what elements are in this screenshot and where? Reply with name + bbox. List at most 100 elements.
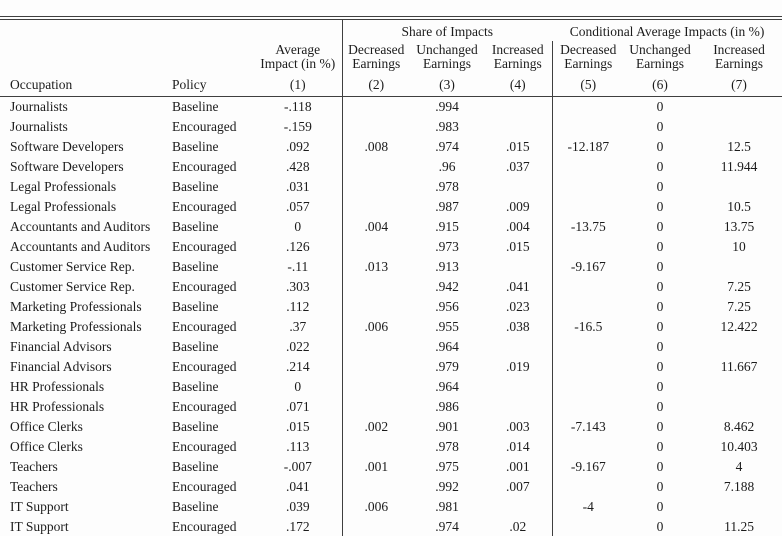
cell-cond-unchanged: 0 <box>656 279 664 294</box>
col-header-line: Earnings <box>636 56 685 71</box>
cell-share-decreased <box>341 337 411 357</box>
cell-cond-unchanged: 0 <box>656 239 664 254</box>
col-header-share-decreased-earnings: Decreased Earnings <box>341 41 411 72</box>
cell-share-increased <box>484 117 552 137</box>
cell-cond-decreased <box>551 197 625 217</box>
col-number-7: (7) <box>696 72 782 97</box>
cell-cond-unchanged: 0 <box>656 99 664 114</box>
cell-cond-unchanged: 0 <box>656 439 664 454</box>
sub-header-row: Average Impact (in %) Decreased Earnings U… <box>0 41 782 72</box>
cell-policy: Encouraged <box>172 359 237 374</box>
cell-share-increased: .038 <box>505 319 530 334</box>
col-number-4: (4) <box>484 72 553 97</box>
cell-policy: Encouraged <box>172 319 237 334</box>
cell-cond-decreased <box>551 357 625 377</box>
cell-share-decreased: .006 <box>341 317 411 337</box>
cell-share-unchanged: .994 <box>435 99 459 114</box>
cell-share-increased: .004 <box>505 219 530 234</box>
col-header-line: Impact (in %) <box>260 56 336 71</box>
cell-avg-impact: -.118 <box>283 99 312 114</box>
table-row: Legal Professionals Encouraged .057 .987 .00… <box>0 197 782 217</box>
cell-share-increased <box>484 377 552 397</box>
cell-avg-impact: -.11 <box>287 259 309 274</box>
cell-cond-decreased <box>551 517 625 536</box>
cell-avg-impact: .057 <box>285 199 310 214</box>
cell-occupation: Teachers <box>10 479 58 494</box>
cell-share-unchanged: .978 <box>435 179 459 194</box>
cell-cond-decreased <box>551 117 625 137</box>
sub-header-spacer <box>0 41 162 72</box>
cell-cond-unchanged: 0 <box>656 179 664 194</box>
col-header-average-impact: Average Impact (in %) <box>254 41 342 72</box>
cell-occupation: Customer Service Rep. <box>10 259 135 274</box>
cell-cond-increased <box>696 257 782 277</box>
cell-avg-impact: .071 <box>285 399 310 414</box>
cell-cond-increased <box>696 177 782 197</box>
cell-cond-unchanged: 0 <box>656 319 664 334</box>
cell-cond-unchanged: 0 <box>656 459 664 474</box>
cell-cond-unchanged: 0 <box>656 359 664 374</box>
cell-cond-increased: 4 <box>735 459 743 474</box>
cell-cond-unchanged: 0 <box>656 159 664 174</box>
cell-avg-impact: 0 <box>294 219 302 234</box>
cell-share-decreased <box>341 357 411 377</box>
cell-share-unchanged: .974 <box>435 139 459 154</box>
cell-share-decreased <box>341 96 411 117</box>
cell-occupation: Marketing Professionals <box>10 319 142 334</box>
col-header-cond-decreased-earnings: Decreased Earnings <box>551 41 625 72</box>
cell-share-unchanged: .986 <box>435 399 459 414</box>
column-number-row: Occupation Policy (1) (2) (3) (4) (5) (6… <box>0 72 782 97</box>
cell-share-unchanged: .987 <box>435 199 459 214</box>
cell-policy: Encouraged <box>172 199 237 214</box>
col-header-cond-unchanged-earnings: Unchanged Earnings <box>624 41 696 72</box>
cell-avg-impact: .428 <box>285 159 310 174</box>
cell-cond-increased <box>696 337 782 357</box>
cell-share-unchanged: .942 <box>435 279 459 294</box>
table-row: Marketing Professionals Encouraged .37 .006… <box>0 317 782 337</box>
table-row: Customer Service Rep. Baseline -.11 .013 .91… <box>0 257 782 277</box>
cell-avg-impact: .092 <box>285 139 310 154</box>
col-number-5: (5) <box>551 72 625 97</box>
cell-share-unchanged: .956 <box>435 299 459 314</box>
cell-occupation: Office Clerks <box>10 439 83 454</box>
cell-cond-increased <box>696 497 782 517</box>
cell-share-increased: .014 <box>505 439 530 454</box>
cell-cond-decreased <box>551 157 625 177</box>
cell-policy: Encouraged <box>172 399 237 414</box>
cell-share-decreased: .001 <box>341 457 411 477</box>
col-header-line: Earnings <box>564 56 613 71</box>
cell-cond-decreased <box>551 477 625 497</box>
cell-policy: Encouraged <box>172 479 237 494</box>
table-row: IT Support Baseline .039 .006 .981 -4 0 <box>0 497 782 517</box>
cell-share-increased: .015 <box>505 239 530 254</box>
cell-share-increased: .019 <box>505 359 530 374</box>
cell-cond-unchanged: 0 <box>656 419 664 434</box>
cell-share-unchanged: .978 <box>435 439 459 454</box>
cell-occupation: IT Support <box>10 519 69 534</box>
cell-cond-decreased <box>551 397 625 417</box>
cell-occupation: Marketing Professionals <box>10 299 142 314</box>
col-header-line: Unchanged <box>416 42 478 57</box>
cell-policy: Baseline <box>172 499 219 514</box>
cell-occupation: Office Clerks <box>10 419 83 434</box>
cell-cond-decreased <box>551 337 625 357</box>
cell-cond-unchanged: 0 <box>656 479 664 494</box>
cell-share-increased <box>484 177 552 197</box>
cell-share-decreased <box>341 117 411 137</box>
cell-avg-impact: .015 <box>285 419 310 434</box>
table-row: Office Clerks Baseline .015 .002 .901 .003 -7.… <box>0 417 782 437</box>
cell-share-increased: .023 <box>505 299 530 314</box>
cell-occupation: HR Professionals <box>10 399 105 414</box>
cell-cond-increased: 10.403 <box>720 439 758 454</box>
cell-policy: Encouraged <box>172 519 237 534</box>
cell-occupation: IT Support <box>10 499 69 514</box>
table-row: Software Developers Encouraged .428 .96 .037… <box>0 157 782 177</box>
cell-share-decreased: .008 <box>341 137 411 157</box>
cell-avg-impact: .031 <box>285 179 310 194</box>
cell-policy: Baseline <box>172 379 219 394</box>
sub-header-spacer <box>162 41 254 72</box>
cell-share-unchanged: .913 <box>435 259 459 274</box>
cell-avg-impact: .214 <box>285 359 310 374</box>
cell-cond-increased: 10 <box>732 239 746 254</box>
cell-occupation: Customer Service Rep. <box>10 279 135 294</box>
